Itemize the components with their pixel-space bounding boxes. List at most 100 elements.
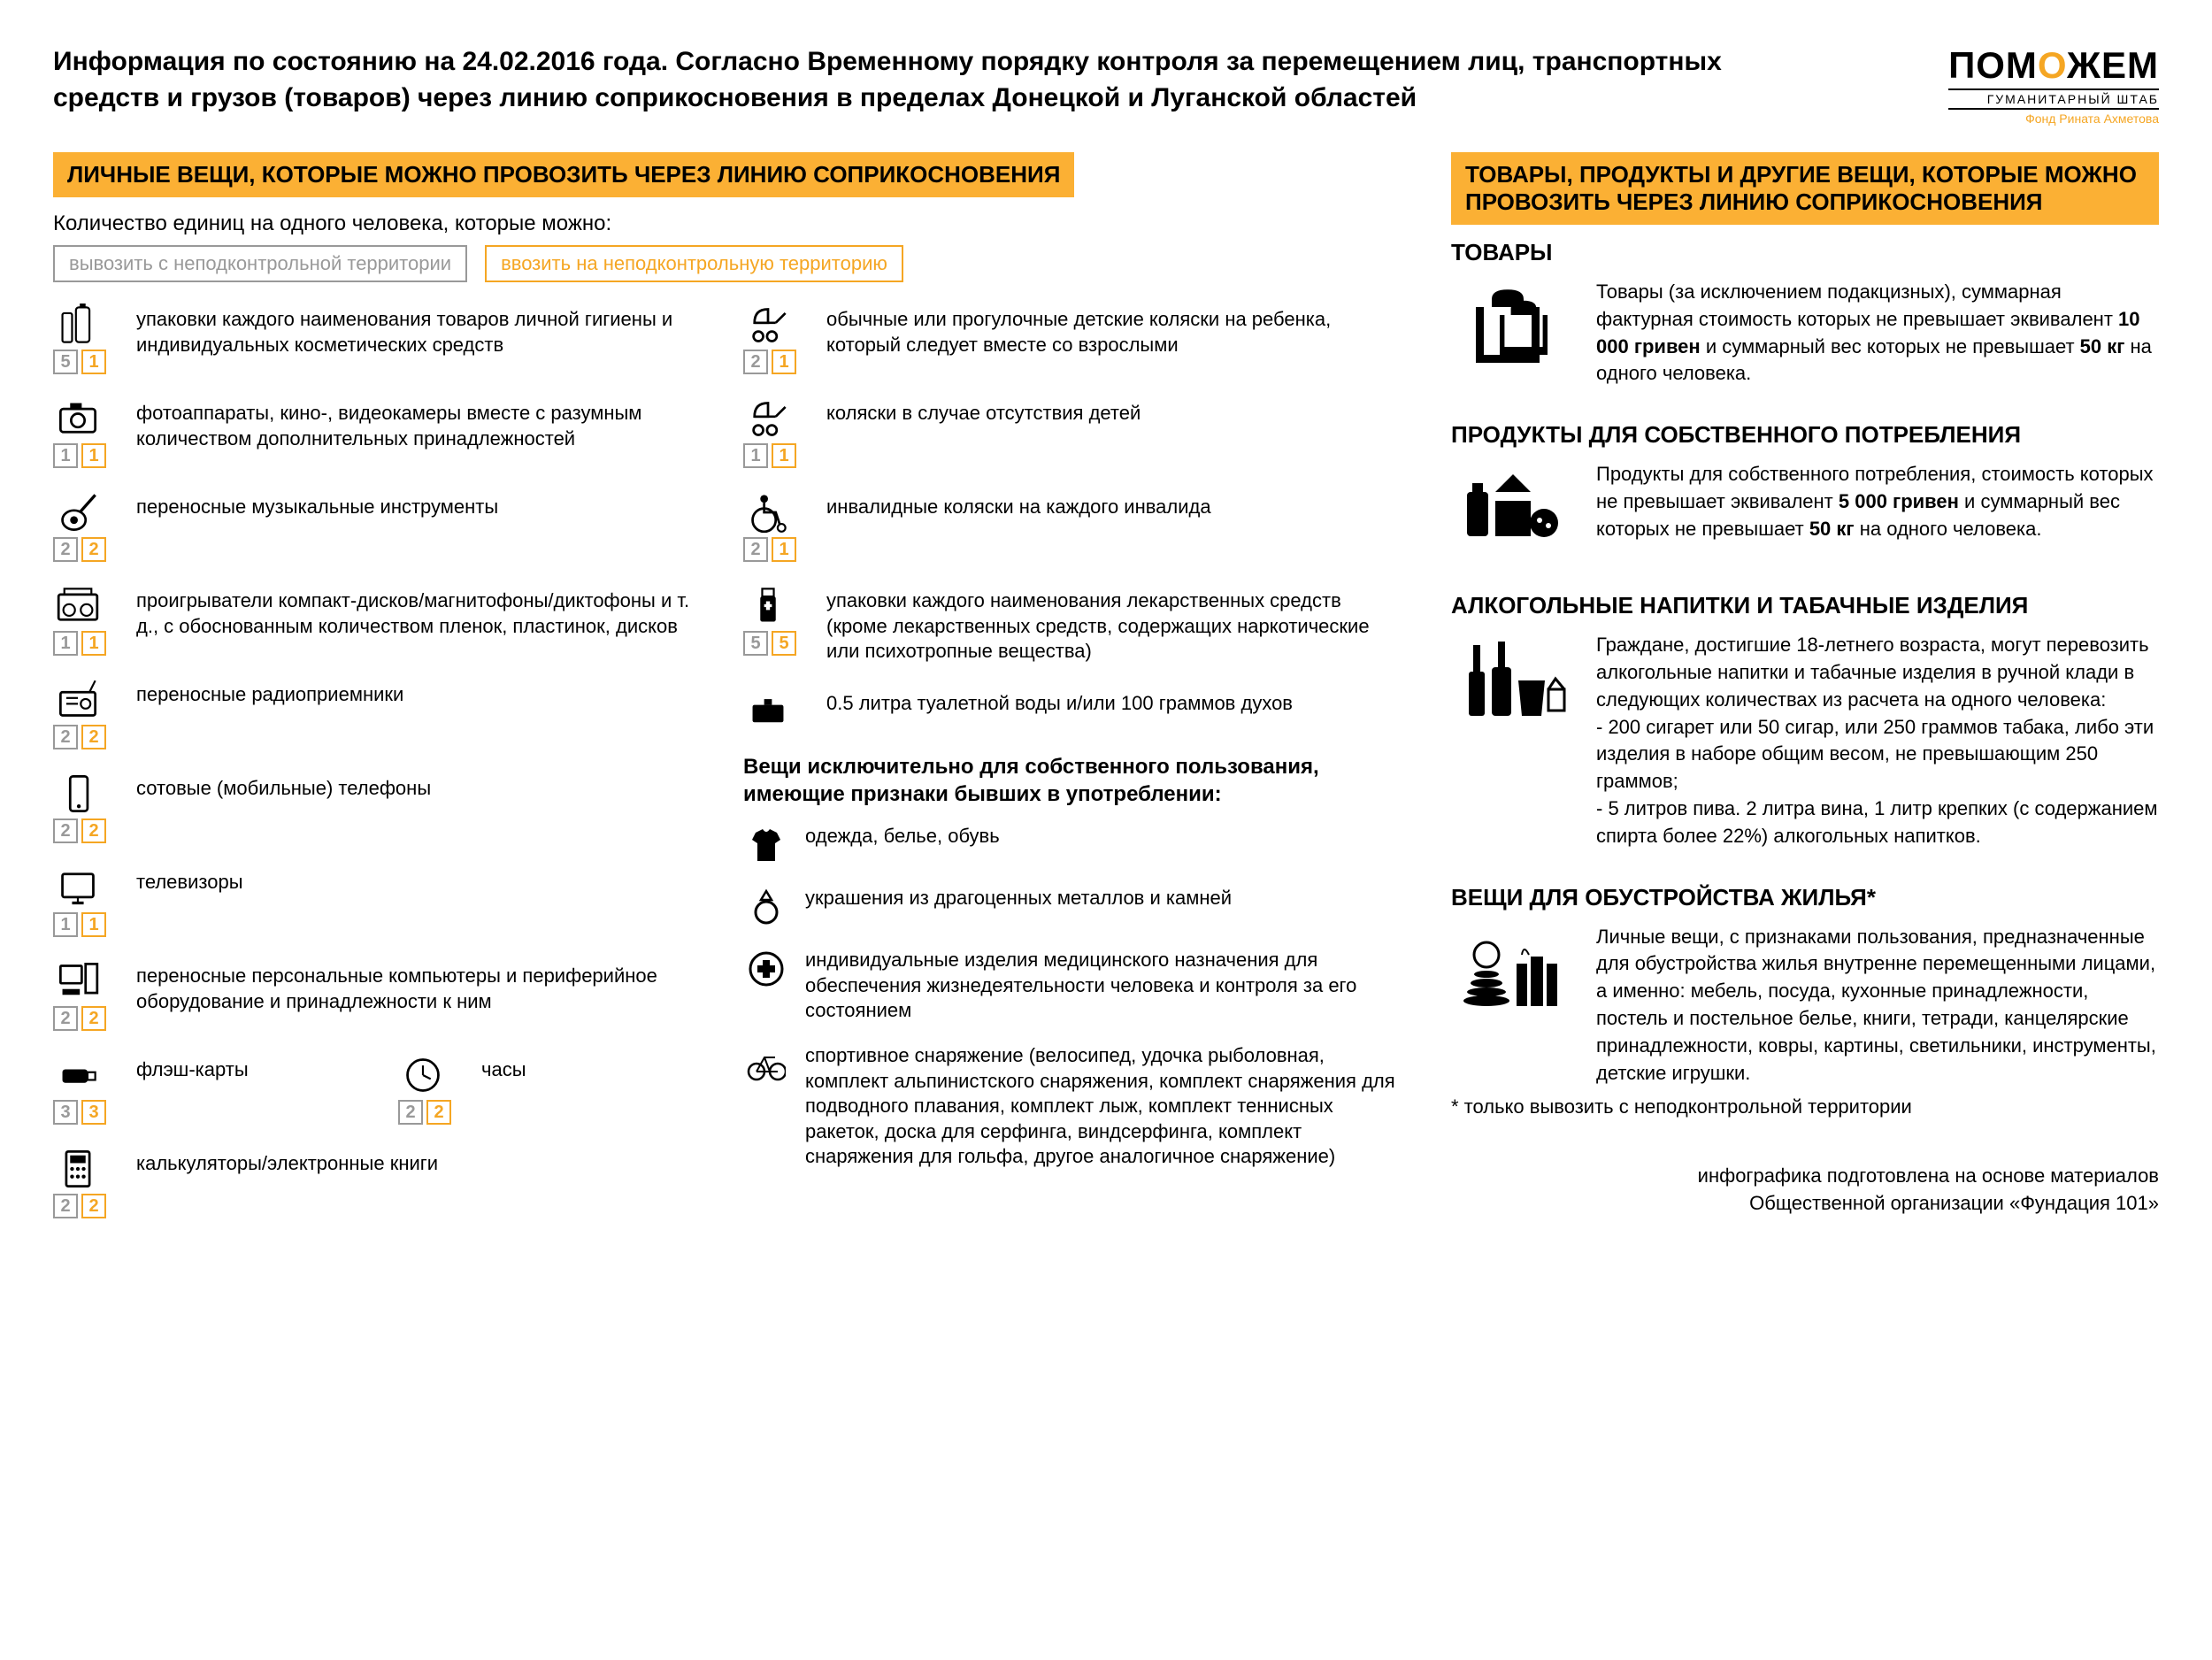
- list-item: 3 3 флэш-карты: [53, 1054, 363, 1125]
- left-subcolumns: 5 1 упаковки каждого наименования товаро…: [53, 304, 1398, 1241]
- housing-footnote: * только вывозить с неподконтрольной тер…: [1451, 1095, 2159, 1118]
- qty-out: 2: [53, 818, 78, 843]
- qty-out: 2: [53, 537, 78, 562]
- item-text: упаковки каждого наименования товаров ли…: [136, 304, 708, 357]
- credit-line1: инфографика подготовлена на основе матер…: [1451, 1163, 2159, 1190]
- qty-out: 1: [53, 631, 78, 656]
- legend-out: вывозить с неподконтрольной территории: [53, 245, 467, 282]
- legend-in: ввозить на неподконтрольную территорию: [485, 245, 903, 282]
- meds-icon: [743, 585, 793, 627]
- radio-icon: [53, 679, 103, 721]
- credit-line2: Общественной организации «Фундация 101»: [1451, 1190, 2159, 1218]
- tshirt-icon: [743, 824, 789, 866]
- qty-in: 1: [772, 350, 796, 374]
- item-text: упаковки каждого наименования лекарствен…: [826, 585, 1398, 665]
- item-text: часы: [481, 1054, 526, 1083]
- qty-in: 2: [81, 1006, 106, 1031]
- qty-out: 2: [743, 537, 768, 562]
- qty-out: 2: [53, 725, 78, 749]
- goods-text: Товары (за исключением подакцизных), сум…: [1596, 279, 2159, 388]
- qty-in: 1: [81, 443, 106, 468]
- section-housing: ВЕЩИ ДЛЯ ОБУСТРОЙСТВА ЖИЛЬЯ* Личные вещи…: [1451, 884, 2159, 1119]
- subcol-b: 2 1 обычные или прогулочные детские коля…: [743, 304, 1398, 1241]
- qty-in: 5: [772, 631, 796, 656]
- item-text: обычные или прогулочные детские коляски …: [826, 304, 1398, 357]
- list-item: индивидуальные изделия медицинского назн…: [743, 948, 1398, 1024]
- item-text: переносные музыкальные инструменты: [136, 491, 498, 520]
- food-b1: 5 000 гривен: [1839, 490, 1959, 512]
- logo-sub2: Фонд Рината Ахметова: [1948, 111, 2159, 126]
- tv-icon: [53, 866, 103, 909]
- food-text: Продукты для собственного потребления, с…: [1596, 461, 2159, 542]
- qty-in: 1: [81, 912, 106, 937]
- guitar-icon: [53, 491, 103, 534]
- item-text: инвалидные коляски на каждого инвалида: [826, 491, 1211, 520]
- alcohol-icon: [1451, 632, 1575, 729]
- left-subtitle: Количество единиц на одного человека, ко…: [53, 211, 1398, 236]
- right-column: ТОВАРЫ, ПРОДУКТЫ И ДРУГИЕ ВЕЩИ, КОТОРЫЕ …: [1451, 152, 2159, 1241]
- page-title: Информация по состоянию на 24.02.2016 го…: [53, 44, 1778, 116]
- list-item: 2 1 инвалидные коляски на каждого инвали…: [743, 491, 1398, 562]
- item-text: переносные радиоприемники: [136, 679, 403, 708]
- item-text: одежда, белье, обувь: [805, 824, 1000, 849]
- qty-in: 1: [772, 443, 796, 468]
- food-post: на одного человека.: [1855, 518, 2042, 540]
- right-banner: ТОВАРЫ, ПРОДУКТЫ И ДРУГИЕ ВЕЩИ, КОТОРЫЕ …: [1451, 152, 2159, 225]
- list-item: 5 5 упаковки каждого наименования лекарс…: [743, 585, 1398, 665]
- left-column: ЛИЧНЫЕ ВЕЩИ, КОТОРЫЕ МОЖНО ПРОВОЗИТЬ ЧЕР…: [53, 152, 1398, 1241]
- goods-b2: 50 кг: [2080, 335, 2125, 357]
- section-goods: ТОВАРЫ Товары (за исключением подакцизны…: [1451, 239, 2159, 388]
- goods-pre: Товары (за исключением подакцизных), сум…: [1596, 281, 2118, 330]
- stroller-icon: [743, 304, 793, 346]
- section-alcohol: АЛКОГОЛЬНЫЕ НАПИТКИ И ТАБАЧНЫЕ ИЗДЕЛИЯ Г…: [1451, 592, 2159, 849]
- list-item: 2 2 переносные музыкальные инструменты: [53, 491, 708, 562]
- credit: инфографика подготовлена на основе матер…: [1451, 1163, 2159, 1218]
- item-text: 0.5 литра туалетной воды и/или 100 грамм…: [826, 688, 1293, 717]
- item-text: калькуляторы/электронные книги: [136, 1148, 438, 1177]
- goods-heading: ТОВАРЫ: [1451, 239, 2159, 266]
- qty-out: 1: [53, 912, 78, 937]
- qty-out: 1: [53, 443, 78, 468]
- main-columns: ЛИЧНЫЕ ВЕЩИ, КОТОРЫЕ МОЖНО ПРОВОЗИТЬ ЧЕР…: [53, 152, 2159, 1241]
- qty-in: 2: [81, 537, 106, 562]
- bags-icon: [1451, 279, 1575, 376]
- list-item: спортивное снаряжение (велосипед, удочка…: [743, 1043, 1398, 1170]
- qty-out: 2: [743, 350, 768, 374]
- item-text: проигрыватели компакт-дисков/магнитофоны…: [136, 585, 708, 639]
- qty-out: 2: [398, 1100, 423, 1125]
- list-item: 5 1 упаковки каждого наименования товаро…: [53, 304, 708, 374]
- qty-out: 2: [53, 1194, 78, 1218]
- list-item: 1 1 проигрыватели компакт-дисков/магнито…: [53, 585, 708, 656]
- alcohol-heading: АЛКОГОЛЬНЫЕ НАПИТКИ И ТАБАЧНЫЕ ИЗДЕЛИЯ: [1451, 592, 2159, 619]
- item-text: сотовые (мобильные) телефоны: [136, 772, 431, 802]
- logo-sub1: ГУМАНИТАРНЫЙ ШТАБ: [1948, 88, 2159, 110]
- housing-text: Личные вещи, с признаками пользования, п…: [1596, 924, 2159, 1087]
- food-icon: [1451, 461, 1575, 558]
- boombox-icon: [53, 585, 103, 627]
- qty-in: 1: [81, 631, 106, 656]
- food-b2: 50 кг: [1809, 518, 1855, 540]
- logo-text-pre: ПОМ: [1948, 44, 2038, 86]
- phone-icon: [53, 772, 103, 815]
- qty-in: 1: [81, 350, 106, 374]
- item-text: индивидуальные изделия медицинского назн…: [805, 948, 1398, 1024]
- item-text: переносные персональные компьютеры и пер…: [136, 960, 708, 1014]
- logo-main: ПОМОЖЕМ: [1948, 44, 2159, 87]
- qty-out: 5: [743, 631, 768, 656]
- item-text: флэш-карты: [136, 1054, 249, 1083]
- qty-in: 2: [81, 1194, 106, 1218]
- housing-icon: [1451, 924, 1575, 1021]
- item-text: украшения из драгоценных металлов и камн…: [805, 886, 1232, 911]
- legend: вывозить с неподконтрольной территории в…: [53, 245, 1398, 282]
- qty-in: 2: [81, 725, 106, 749]
- list-item: 2 2 переносные радиоприемники: [53, 679, 708, 749]
- list-item: украшения из драгоценных металлов и камн…: [743, 886, 1398, 928]
- usb-icon: [53, 1054, 103, 1096]
- list-item: 2 2 часы: [398, 1054, 708, 1125]
- list-item: 0.5 литра туалетной воды и/или 100 грамм…: [743, 688, 1398, 730]
- pc-icon: [53, 960, 103, 1003]
- list-item: 2 2 переносные персональные компьютеры и…: [53, 960, 708, 1031]
- housing-heading: ВЕЩИ ДЛЯ ОБУСТРОЙСТВА ЖИЛЬЯ*: [1451, 884, 2159, 911]
- inline-pair: 3 3 флэш-карты 2 2 часы: [53, 1054, 708, 1148]
- calc-icon: [53, 1148, 103, 1190]
